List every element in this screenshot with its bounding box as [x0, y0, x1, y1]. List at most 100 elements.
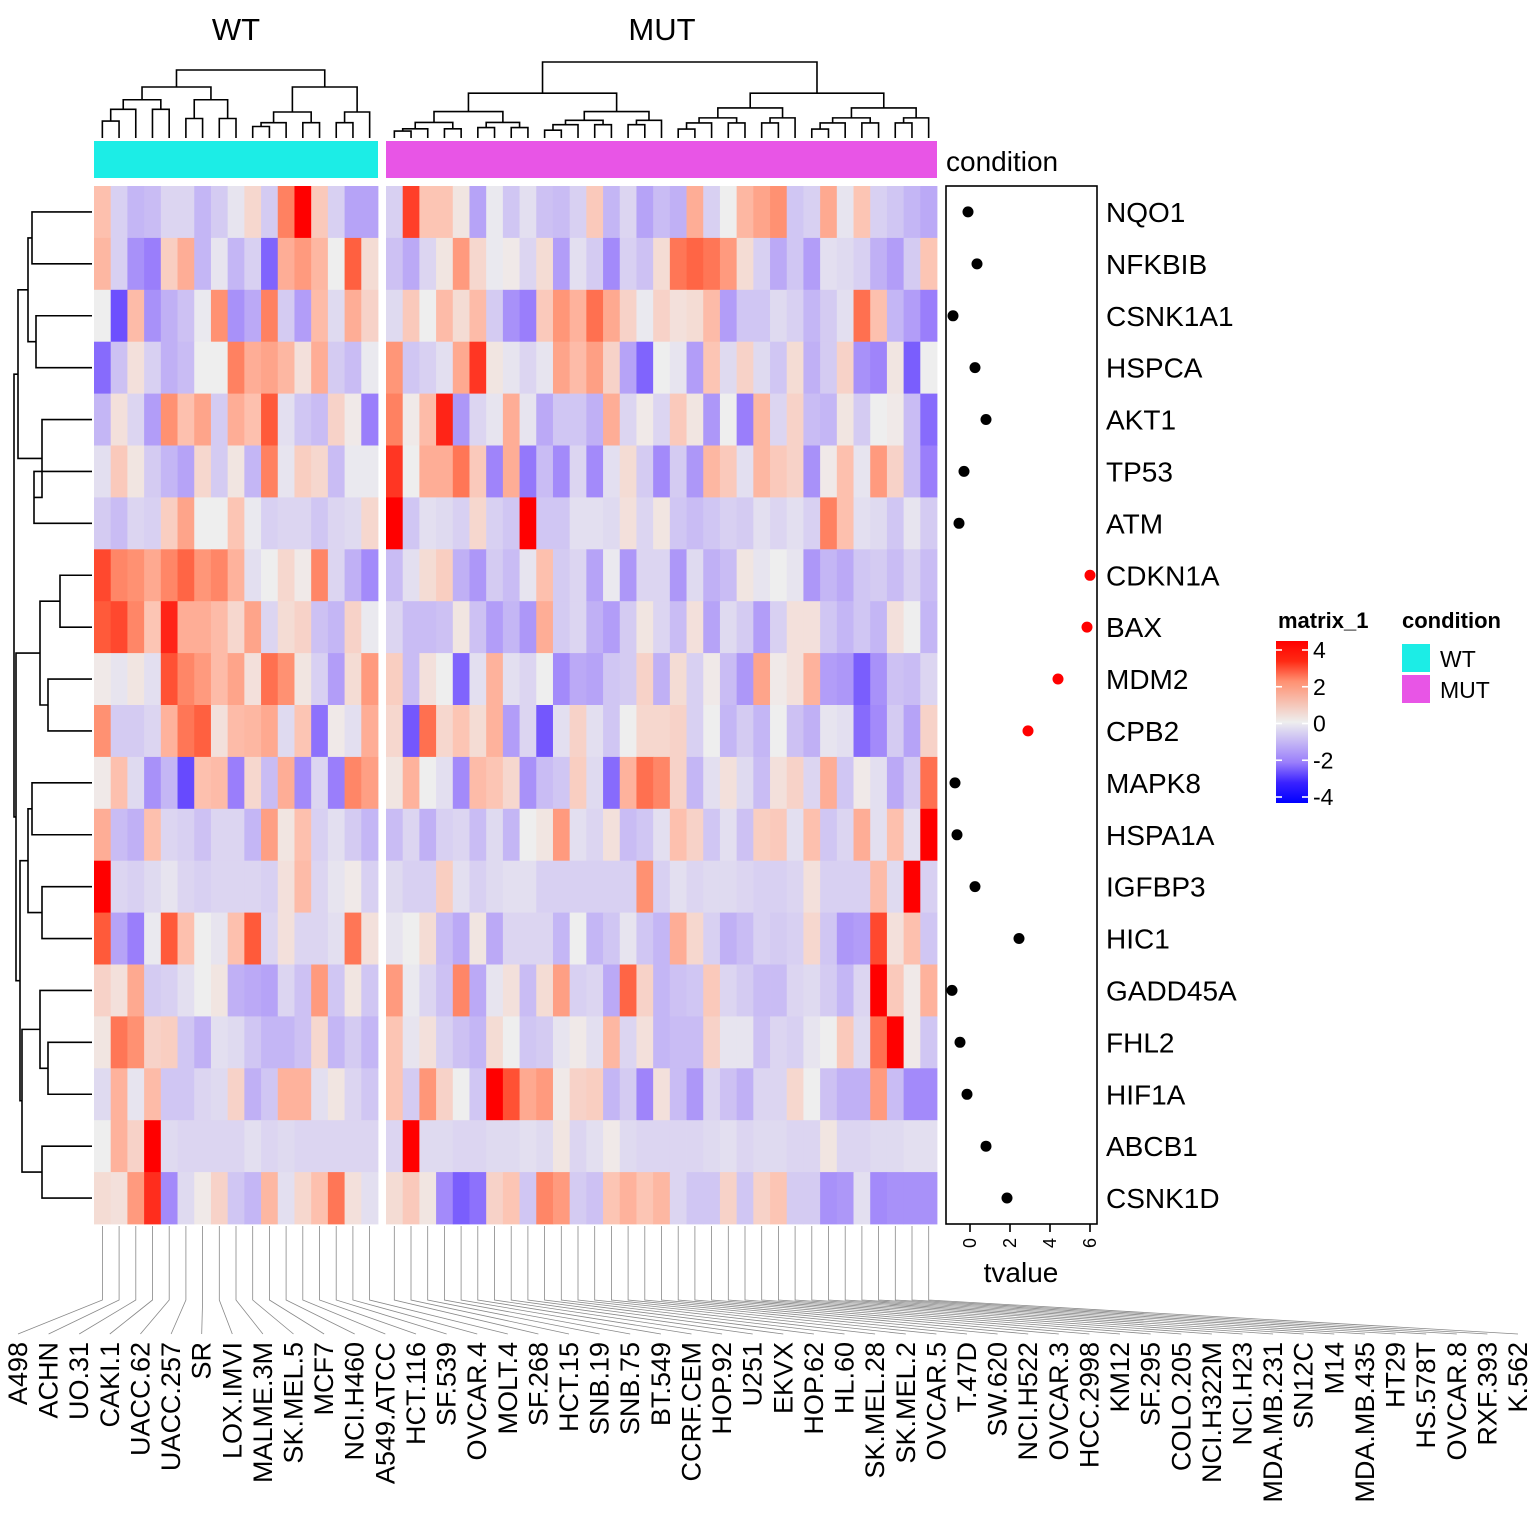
- heatmap-cell: [210, 912, 229, 965]
- heatmap-cell: [586, 1016, 604, 1069]
- row-label: NFKBIB: [1106, 249, 1207, 280]
- heatmap-cell: [870, 341, 888, 394]
- heatmap-cell: [619, 549, 637, 602]
- heatmap-cell: [603, 756, 621, 810]
- heatmap-cell: [294, 653, 312, 706]
- heatmap-cell: [870, 186, 888, 239]
- heatmap-cell: [719, 341, 738, 394]
- heatmap-cell: [552, 653, 571, 706]
- column-label: SNB.19: [585, 1342, 615, 1435]
- heatmap-cell: [94, 1016, 112, 1069]
- heatmap-cell: [719, 1016, 738, 1069]
- heatmap-cell: [669, 445, 687, 498]
- column-label: HCC.2998: [1074, 1342, 1104, 1468]
- heatmap-cell: [177, 1068, 195, 1121]
- row-label: NQO1: [1106, 197, 1185, 228]
- heatmap-cell: [110, 445, 128, 498]
- heatmap-cell: [786, 860, 804, 913]
- heatmap-cell: [703, 186, 721, 239]
- heatmap-cell: [619, 808, 637, 862]
- heatmap-cell: [244, 1068, 262, 1121]
- heatmap-cell: [870, 601, 888, 654]
- heatmap-cell: [853, 497, 871, 550]
- heatmap-cell: [820, 1172, 838, 1225]
- column-label-leader: [744, 1226, 1182, 1335]
- heatmap-cell: [469, 497, 487, 550]
- heatmap-cell: [736, 237, 754, 291]
- dendrogram-branch: [677, 128, 696, 138]
- column-label-leader: [410, 1226, 570, 1335]
- heatmap-cell: [903, 912, 921, 965]
- heatmap-cell: [127, 289, 145, 343]
- heatmap-cell: [903, 341, 921, 394]
- heatmap-cell: [94, 756, 112, 810]
- dendrogram-branch: [564, 119, 604, 125]
- heatmap-cell: [786, 964, 804, 1017]
- column-dendrogram: [101, 61, 930, 138]
- heatmap-cell: [402, 808, 420, 862]
- heatmap-cell: [920, 393, 938, 446]
- heatmap-cell: [886, 341, 905, 394]
- dendrogram-branch: [583, 110, 650, 121]
- heatmap-cell: [177, 653, 195, 706]
- heatmap-cell: [753, 756, 771, 810]
- heatmap-cell: [502, 1068, 520, 1121]
- heatmap-cell: [261, 237, 279, 291]
- heatmap-cell: [870, 705, 888, 758]
- heatmap-cell: [160, 341, 178, 394]
- heatmap-cell: [194, 964, 212, 1017]
- heatmap-cell: [636, 186, 654, 239]
- heatmap-cell: [719, 964, 738, 1017]
- heatmap-cell: [386, 1068, 404, 1121]
- dendrogram-branch: [185, 117, 204, 138]
- heatmap-cell: [210, 186, 229, 239]
- heatmap-cell: [669, 705, 687, 758]
- heatmap-cell: [127, 1068, 145, 1121]
- heatmap-cell: [619, 1172, 637, 1225]
- heatmap-cell: [636, 964, 654, 1017]
- heatmap-cell: [344, 1120, 362, 1173]
- heatmap-cell: [294, 808, 312, 862]
- heatmap-cell: [669, 497, 687, 550]
- annotation-label: condition: [946, 146, 1058, 177]
- column-label-leader: [352, 1226, 478, 1335]
- heatmap-cell: [361, 1172, 379, 1225]
- row-label: HSPA1A: [1106, 820, 1215, 851]
- heatmap-cell: [502, 860, 520, 913]
- heatmap-cell: [227, 1172, 245, 1225]
- heatmap-cell: [144, 1172, 162, 1225]
- column-label-leader: [761, 1226, 1212, 1335]
- column-label: BT.549: [646, 1342, 676, 1426]
- heatmap-cell: [386, 964, 404, 1017]
- heatmap-cell: [361, 1120, 379, 1173]
- heatmap-cell: [719, 1120, 738, 1173]
- heatmap-cell: [160, 1172, 178, 1225]
- heatmap-cell: [853, 756, 871, 810]
- heatmap-cell: [853, 1068, 871, 1121]
- heatmap-cell: [127, 808, 145, 862]
- heatmap-cell: [519, 341, 537, 394]
- heatmap-cell: [653, 1172, 671, 1225]
- heatmap-cell: [669, 1120, 687, 1173]
- heatmap-cell: [552, 289, 571, 343]
- heatmap-cell: [736, 705, 754, 758]
- heatmap-cell: [703, 497, 721, 550]
- heatmap-cell: [344, 1172, 362, 1225]
- dendrogram-branch: [810, 128, 830, 138]
- heatmap-cell: [836, 1016, 854, 1069]
- heatmap-cell: [144, 393, 162, 446]
- column-label-leader: [878, 1226, 1427, 1335]
- heatmap-cell: [619, 445, 637, 498]
- heatmap-cell: [886, 393, 905, 446]
- column-label-leader: [694, 1226, 1090, 1335]
- heatmap-cell: [436, 653, 454, 706]
- heatmap-cell: [686, 860, 704, 913]
- heatmap-cell: [703, 1172, 721, 1225]
- heatmap-cell: [402, 1120, 420, 1173]
- column-label-leader: [335, 1226, 447, 1335]
- heatmap-cell: [94, 1172, 112, 1225]
- heatmap-cell: [361, 705, 379, 758]
- heatmap-cell: [903, 497, 921, 550]
- tvalue-point: [980, 414, 992, 425]
- heatmap-cell: [703, 1120, 721, 1173]
